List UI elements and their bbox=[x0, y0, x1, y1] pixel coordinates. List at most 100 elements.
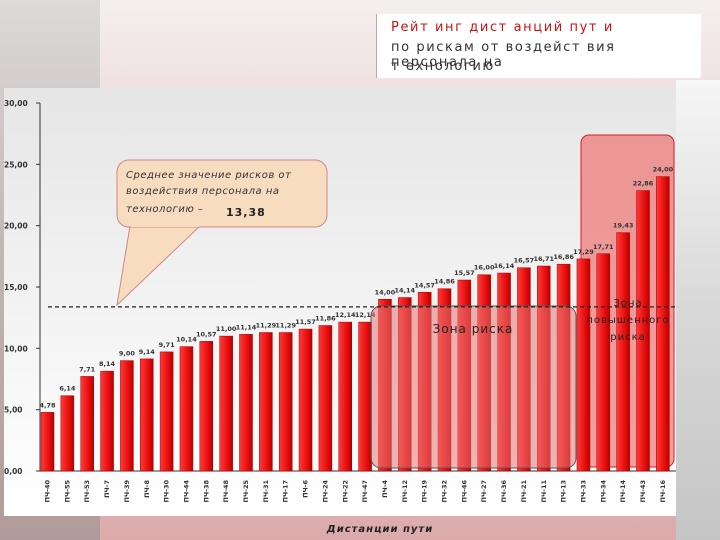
bar-value-label: 11,14 bbox=[236, 323, 257, 331]
zone-high-label-3: риска bbox=[610, 332, 646, 343]
y-tick-label: 30,00 bbox=[4, 99, 28, 108]
bar bbox=[596, 253, 611, 472]
bar-value-label: 9,71 bbox=[159, 341, 176, 349]
bar bbox=[298, 328, 313, 472]
x-tick-label: ПЧ-14 bbox=[619, 480, 627, 503]
x-tick-label: ПЧ-12 bbox=[401, 480, 409, 502]
x-tick-label: ПЧ-27 bbox=[480, 480, 488, 502]
average-callout bbox=[116, 159, 328, 228]
bar bbox=[140, 358, 154, 472]
callout-text-1: Среднее значение рисков от bbox=[126, 170, 292, 181]
background-right-photo bbox=[676, 80, 720, 540]
bar bbox=[576, 258, 591, 472]
bar bbox=[259, 332, 273, 472]
bar bbox=[60, 395, 75, 472]
y-tick-label: 15,00 bbox=[4, 283, 28, 292]
bar bbox=[278, 332, 293, 472]
bar bbox=[656, 176, 670, 472]
bar bbox=[179, 346, 194, 472]
x-tick-label: ПЧ-48 bbox=[222, 480, 230, 503]
bar bbox=[80, 376, 94, 472]
x-tick-label: ПЧ-44 bbox=[182, 480, 190, 503]
bar-value-label: 17,29 bbox=[573, 248, 594, 256]
bar bbox=[616, 232, 630, 472]
bar-value-label: 6,14 bbox=[59, 385, 76, 393]
x-tick-label: ПЧ-47 bbox=[361, 480, 369, 502]
y-tick-label: 0,00 bbox=[4, 467, 23, 476]
zone-high-label-2: повышенного bbox=[586, 315, 669, 326]
x-tick-label: ПЧ-22 bbox=[341, 480, 349, 502]
x-tick-label: ПЧ-34 bbox=[599, 480, 607, 503]
bar-value-label: 19,43 bbox=[613, 222, 634, 230]
bar bbox=[338, 321, 352, 472]
bar-value-label: 14,86 bbox=[434, 278, 455, 286]
bar-value-label: 16,86 bbox=[553, 253, 574, 261]
x-tick-label: ПЧ-43 bbox=[639, 480, 647, 502]
x-tick-label: ПЧ-19 bbox=[421, 480, 429, 503]
bar-value-label: 16,71 bbox=[533, 255, 554, 263]
y-tick-label: 5,00 bbox=[4, 406, 23, 415]
y-tick-label: 20,00 bbox=[4, 222, 28, 231]
bar-value-label: 7,71 bbox=[79, 365, 96, 373]
bar-value-label: 10,57 bbox=[196, 330, 217, 338]
x-tick-label: ПЧ-55 bbox=[63, 480, 71, 503]
bar-value-label: 16,14 bbox=[494, 262, 515, 270]
x-tick-label: ПЧ-13 bbox=[560, 480, 568, 502]
x-tick-label: ПЧ-11 bbox=[540, 480, 548, 503]
callout-value: 13,38 bbox=[226, 206, 266, 219]
bar bbox=[199, 341, 214, 472]
bar bbox=[239, 334, 253, 472]
x-tick-label: ПЧ-39 bbox=[123, 480, 131, 503]
x-tick-label: ПЧ-25 bbox=[242, 480, 250, 503]
bar bbox=[318, 325, 333, 472]
risk-zone bbox=[370, 305, 577, 469]
bar bbox=[219, 335, 233, 472]
bar-value-label: 4,78 bbox=[39, 401, 56, 409]
bar-value-label: 16,57 bbox=[514, 257, 535, 265]
x-tick-label: ПЧ-38 bbox=[202, 480, 210, 503]
x-tick-label: ПЧ-31 bbox=[262, 480, 270, 503]
x-tick-label: ПЧ-17 bbox=[282, 480, 290, 502]
x-axis-title: Дистанции пути bbox=[326, 524, 434, 535]
bar-value-label: 12,14 bbox=[355, 311, 376, 319]
bar bbox=[636, 190, 650, 472]
bar-value-label: 15,57 bbox=[454, 269, 475, 277]
bar-value-label: 11,57 bbox=[295, 318, 316, 326]
title-line-2: по рискам от воздейст вия персонала на bbox=[391, 40, 616, 70]
x-tick-label: ПЧ-53 bbox=[83, 480, 91, 502]
callout-text-2: воздействия персонала на bbox=[126, 186, 280, 197]
x-tick-label: ПЧ-40 bbox=[44, 480, 52, 503]
x-tick-label: ПЧ-24 bbox=[321, 480, 329, 503]
bar-value-label: 10,14 bbox=[176, 336, 197, 344]
x-tick-label: ПЧ-30 bbox=[163, 480, 171, 503]
y-tick-label: 10,00 bbox=[4, 344, 28, 353]
bar-value-label: 22,86 bbox=[633, 180, 654, 188]
title-box: Рейт инг дист анций пут и по рискам от в… bbox=[376, 14, 701, 78]
zone-risk-label: Зона риска bbox=[433, 322, 514, 336]
bar-value-label: 17,71 bbox=[593, 243, 614, 251]
bar-value-label: 11,29 bbox=[256, 322, 277, 330]
bar bbox=[159, 351, 174, 472]
bar bbox=[120, 360, 134, 472]
zone-high-label-1: Зона bbox=[613, 298, 642, 309]
bar-value-label: 14,14 bbox=[395, 287, 416, 295]
bar-value-label: 9,14 bbox=[139, 348, 156, 356]
bar-value-label: 12,14 bbox=[335, 311, 356, 319]
x-tick-label: ПЧ-8 bbox=[143, 480, 151, 498]
x-tick-label: ПЧ-36 bbox=[500, 480, 508, 503]
bar-value-label: 11,29 bbox=[275, 322, 296, 330]
bar-value-label: 14,00 bbox=[375, 288, 396, 296]
bar-value-label: 14,57 bbox=[414, 281, 435, 289]
x-tick-label: ПЧ-6 bbox=[302, 480, 310, 498]
bar-value-label: 8,14 bbox=[99, 360, 116, 368]
bar-value-label: 16,00 bbox=[474, 264, 495, 272]
x-tick-label: ПЧ-32 bbox=[441, 480, 449, 502]
callout-text-3: технологию – bbox=[126, 204, 203, 215]
x-tick-label: ПЧ-4 bbox=[381, 480, 389, 498]
bar-value-label: 11,00 bbox=[216, 325, 237, 333]
y-tick-label: 25,00 bbox=[4, 160, 28, 169]
x-tick-label: ПЧ-16 bbox=[659, 480, 667, 503]
bar bbox=[100, 370, 114, 472]
bar-value-label: 11,86 bbox=[315, 315, 336, 323]
